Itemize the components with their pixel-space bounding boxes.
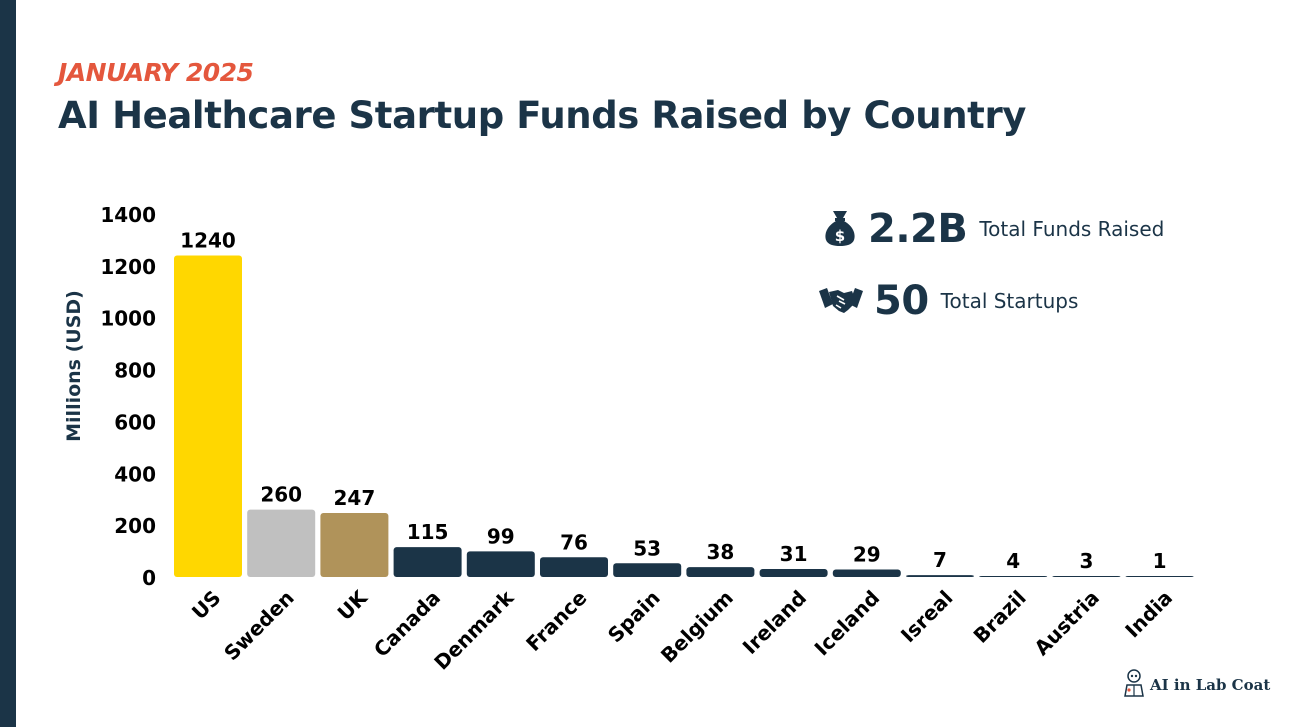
y-tick-label: 800 xyxy=(114,359,156,383)
data-label: 29 xyxy=(853,542,881,566)
page-title: AI Healthcare Startup Funds Raised by Co… xyxy=(58,94,1027,137)
data-label: 247 xyxy=(334,486,376,510)
svg-text:$: $ xyxy=(835,227,845,245)
x-tick-label: India xyxy=(1120,586,1177,643)
y-tick-label: 200 xyxy=(114,514,156,538)
bar-brazil xyxy=(979,575,1048,577)
x-tick-label: Sweden xyxy=(219,586,299,666)
y-axis-label: Millions (USD) xyxy=(63,290,85,442)
y-tick-label: 1400 xyxy=(100,203,156,227)
side-accent-bar xyxy=(0,0,16,727)
bar-canada xyxy=(393,547,462,577)
total-startups-stat: 50 Total Startups xyxy=(818,278,1078,324)
data-label: 53 xyxy=(633,536,661,560)
y-tick-label: 1000 xyxy=(100,307,156,331)
data-label: 3 xyxy=(1079,549,1093,573)
y-tick-label: 600 xyxy=(114,410,156,434)
data-label: 1 xyxy=(1153,549,1167,573)
bar-ireland xyxy=(759,568,828,577)
data-label: 31 xyxy=(780,542,808,566)
x-tick-label: Austria xyxy=(1029,586,1104,661)
y-tick-label: 1200 xyxy=(100,255,156,279)
bar-france xyxy=(540,557,608,577)
bar-sweden xyxy=(247,509,316,577)
data-label: 38 xyxy=(706,540,734,564)
data-label: 99 xyxy=(487,524,515,548)
data-label: 260 xyxy=(260,483,302,507)
total-startups-label: Total Startups xyxy=(940,289,1079,313)
x-tick-label: Ireland xyxy=(738,586,811,659)
x-tick-label: Belgium xyxy=(656,586,738,668)
data-label: 1240 xyxy=(180,228,236,252)
total-funds-label: Total Funds Raised xyxy=(979,217,1165,241)
date-subtitle: JANUARY 2025 xyxy=(58,58,254,87)
x-tick-label: UK xyxy=(333,585,373,625)
data-label: 115 xyxy=(407,520,449,544)
bar-denmark xyxy=(466,551,535,577)
total-funds-stat: $ 2.2B Total Funds Raised xyxy=(822,206,1164,252)
bar-austria xyxy=(1052,576,1121,577)
brand-name: AI in Lab Coat xyxy=(1150,676,1271,694)
x-tick-label: Denmark xyxy=(429,585,519,675)
money-bag-icon: $ xyxy=(822,207,858,251)
y-tick-label: 0 xyxy=(142,566,156,590)
robot-logo-icon xyxy=(1122,668,1146,702)
x-tick-label: Canada xyxy=(369,586,445,662)
total-startups-value: 50 xyxy=(874,278,929,324)
bar-belgium xyxy=(686,567,755,577)
x-tick-label: Iceland xyxy=(810,586,885,661)
x-tick-label: US xyxy=(187,586,226,625)
data-label: 76 xyxy=(560,530,588,554)
data-label: 4 xyxy=(1006,549,1020,573)
brand-logo: AI in Lab Coat xyxy=(1122,668,1270,702)
bar-uk xyxy=(320,512,389,577)
y-tick-label: 400 xyxy=(114,462,156,486)
x-tick-label: Brazil xyxy=(969,586,1031,648)
x-tick-label: France xyxy=(521,586,591,656)
bar-india xyxy=(1125,576,1194,577)
x-tick-label: Spain xyxy=(603,586,665,648)
handshake-icon xyxy=(818,282,864,320)
total-funds-value: 2.2B xyxy=(868,206,968,252)
x-tick-label: Isreal xyxy=(896,586,958,648)
bar-isreal xyxy=(906,575,974,577)
data-label: 7 xyxy=(933,548,947,572)
bar-us xyxy=(174,255,242,577)
bar-spain xyxy=(613,563,682,577)
bar-iceland xyxy=(832,569,901,577)
